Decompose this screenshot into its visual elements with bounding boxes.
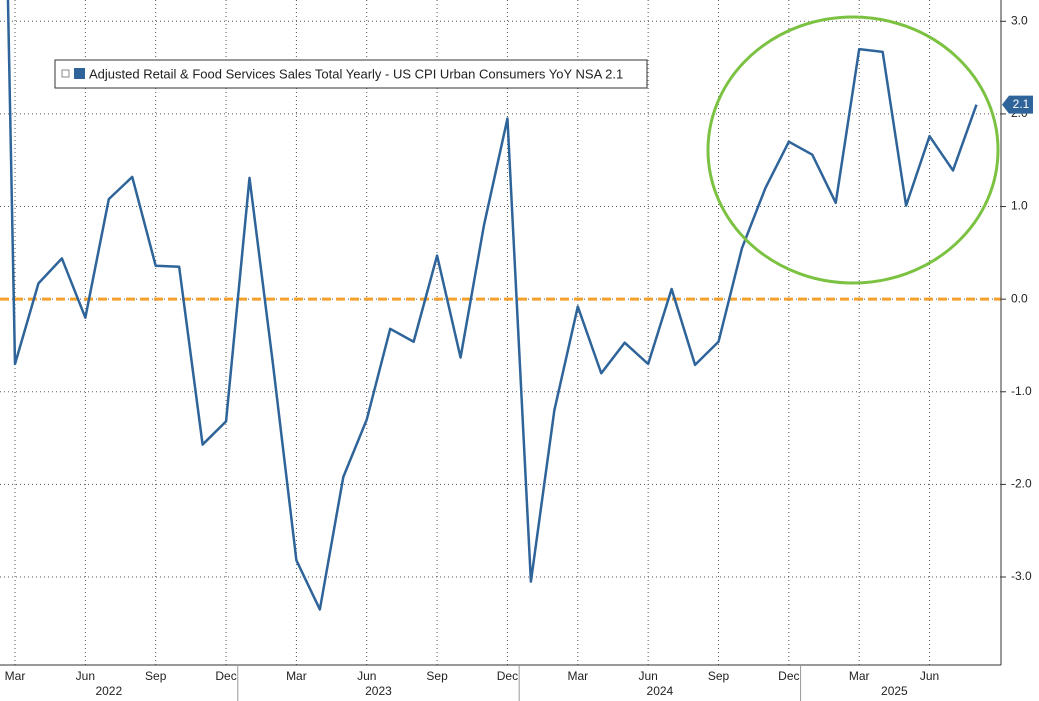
x-tick-label: Sep [708,669,730,683]
x-year-label: 2023 [365,684,392,698]
x-year-label: 2025 [881,684,908,698]
x-tick-label: Mar [849,669,870,683]
x-year-label: 2022 [95,684,122,698]
x-tick-label: Mar [286,669,307,683]
legend-label: Adjusted Retail & Food Services Sales To… [89,66,623,81]
grid [0,0,1001,665]
x-year-label: 2024 [647,684,674,698]
x-tick-label: Jun [357,669,376,683]
series-line [6,0,978,611]
y-tick-label: -3.0 [1011,569,1032,583]
x-tick-label: Jun [76,669,95,683]
y-tick-label: 0.0 [1011,291,1028,305]
last-value-label: 2.1 [1013,97,1030,111]
x-tick-label: Dec [497,669,518,683]
legend-swatch [74,68,85,79]
highlight-circle [706,15,1000,285]
y-tick-label: 3.0 [1011,13,1028,27]
plot-area [0,0,1001,611]
x-tick-label: Jun [638,669,657,683]
x-tick-label: Dec [215,669,236,683]
y-tick-label: -2.0 [1011,477,1032,491]
legend-toggle[interactable] [61,69,70,78]
x-tick-label: Sep [426,669,448,683]
x-tick-label: Sep [145,669,167,683]
y-tick-label: 1.0 [1011,199,1028,213]
x-tick-label: Dec [778,669,799,683]
y-tick-label: -1.0 [1011,384,1032,398]
x-tick-label: Mar [567,669,588,683]
x-tick-label: Jun [920,669,939,683]
x-tick-label: Mar [5,669,26,683]
legend-box [54,59,648,89]
last-value-tag [1002,95,1033,114]
legend: Adjusted Retail & Food Services Sales To… [54,59,648,89]
